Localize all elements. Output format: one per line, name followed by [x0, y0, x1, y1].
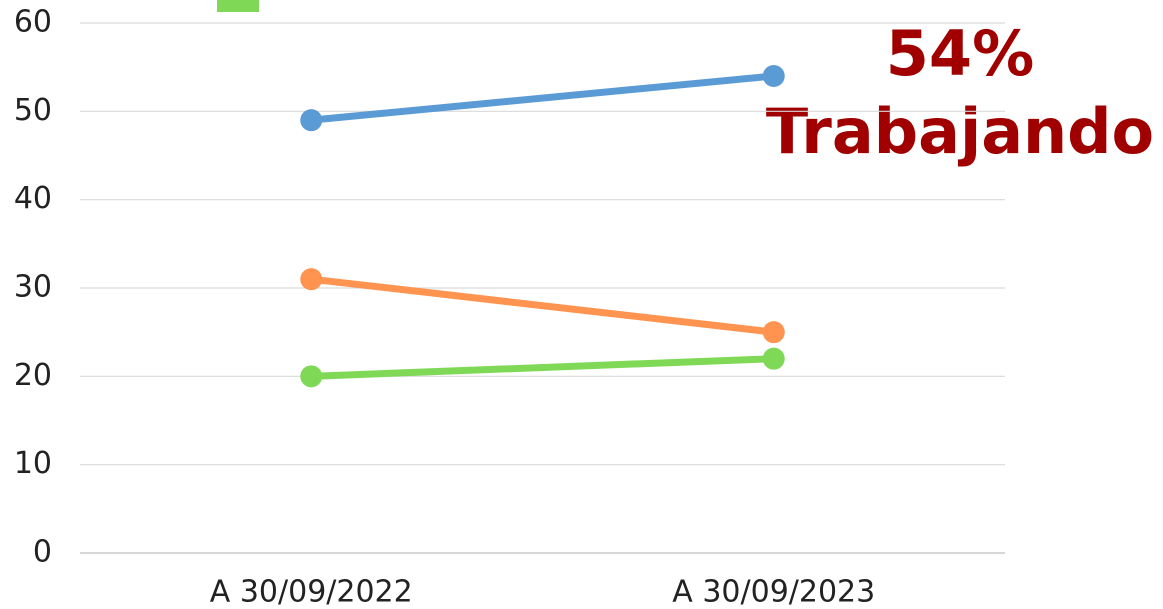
annotation: Trabajando — [766, 95, 1154, 168]
series-line — [307, 72, 778, 124]
marker — [762, 65, 785, 87]
y-tick-label: 60 — [14, 5, 52, 40]
marker — [300, 109, 323, 132]
marker — [762, 347, 785, 370]
marker — [762, 321, 785, 344]
annotation: 54% — [886, 17, 1034, 90]
marker — [300, 365, 323, 388]
x-tick-label: A 30/09/2022 — [210, 575, 413, 609]
y-tick-label: 20 — [14, 358, 52, 393]
legend-swatch — [217, 0, 259, 12]
series-line — [307, 275, 778, 336]
x-tick-label: A 30/09/2023 — [672, 575, 875, 609]
y-tick-label: 50 — [14, 93, 52, 128]
y-tick-label: 0 — [33, 535, 52, 570]
y-tick-label: 10 — [14, 446, 52, 481]
y-tick-label: 40 — [14, 181, 52, 216]
series-line — [307, 355, 778, 380]
marker — [300, 268, 323, 291]
y-tick-label: 30 — [14, 270, 52, 305]
